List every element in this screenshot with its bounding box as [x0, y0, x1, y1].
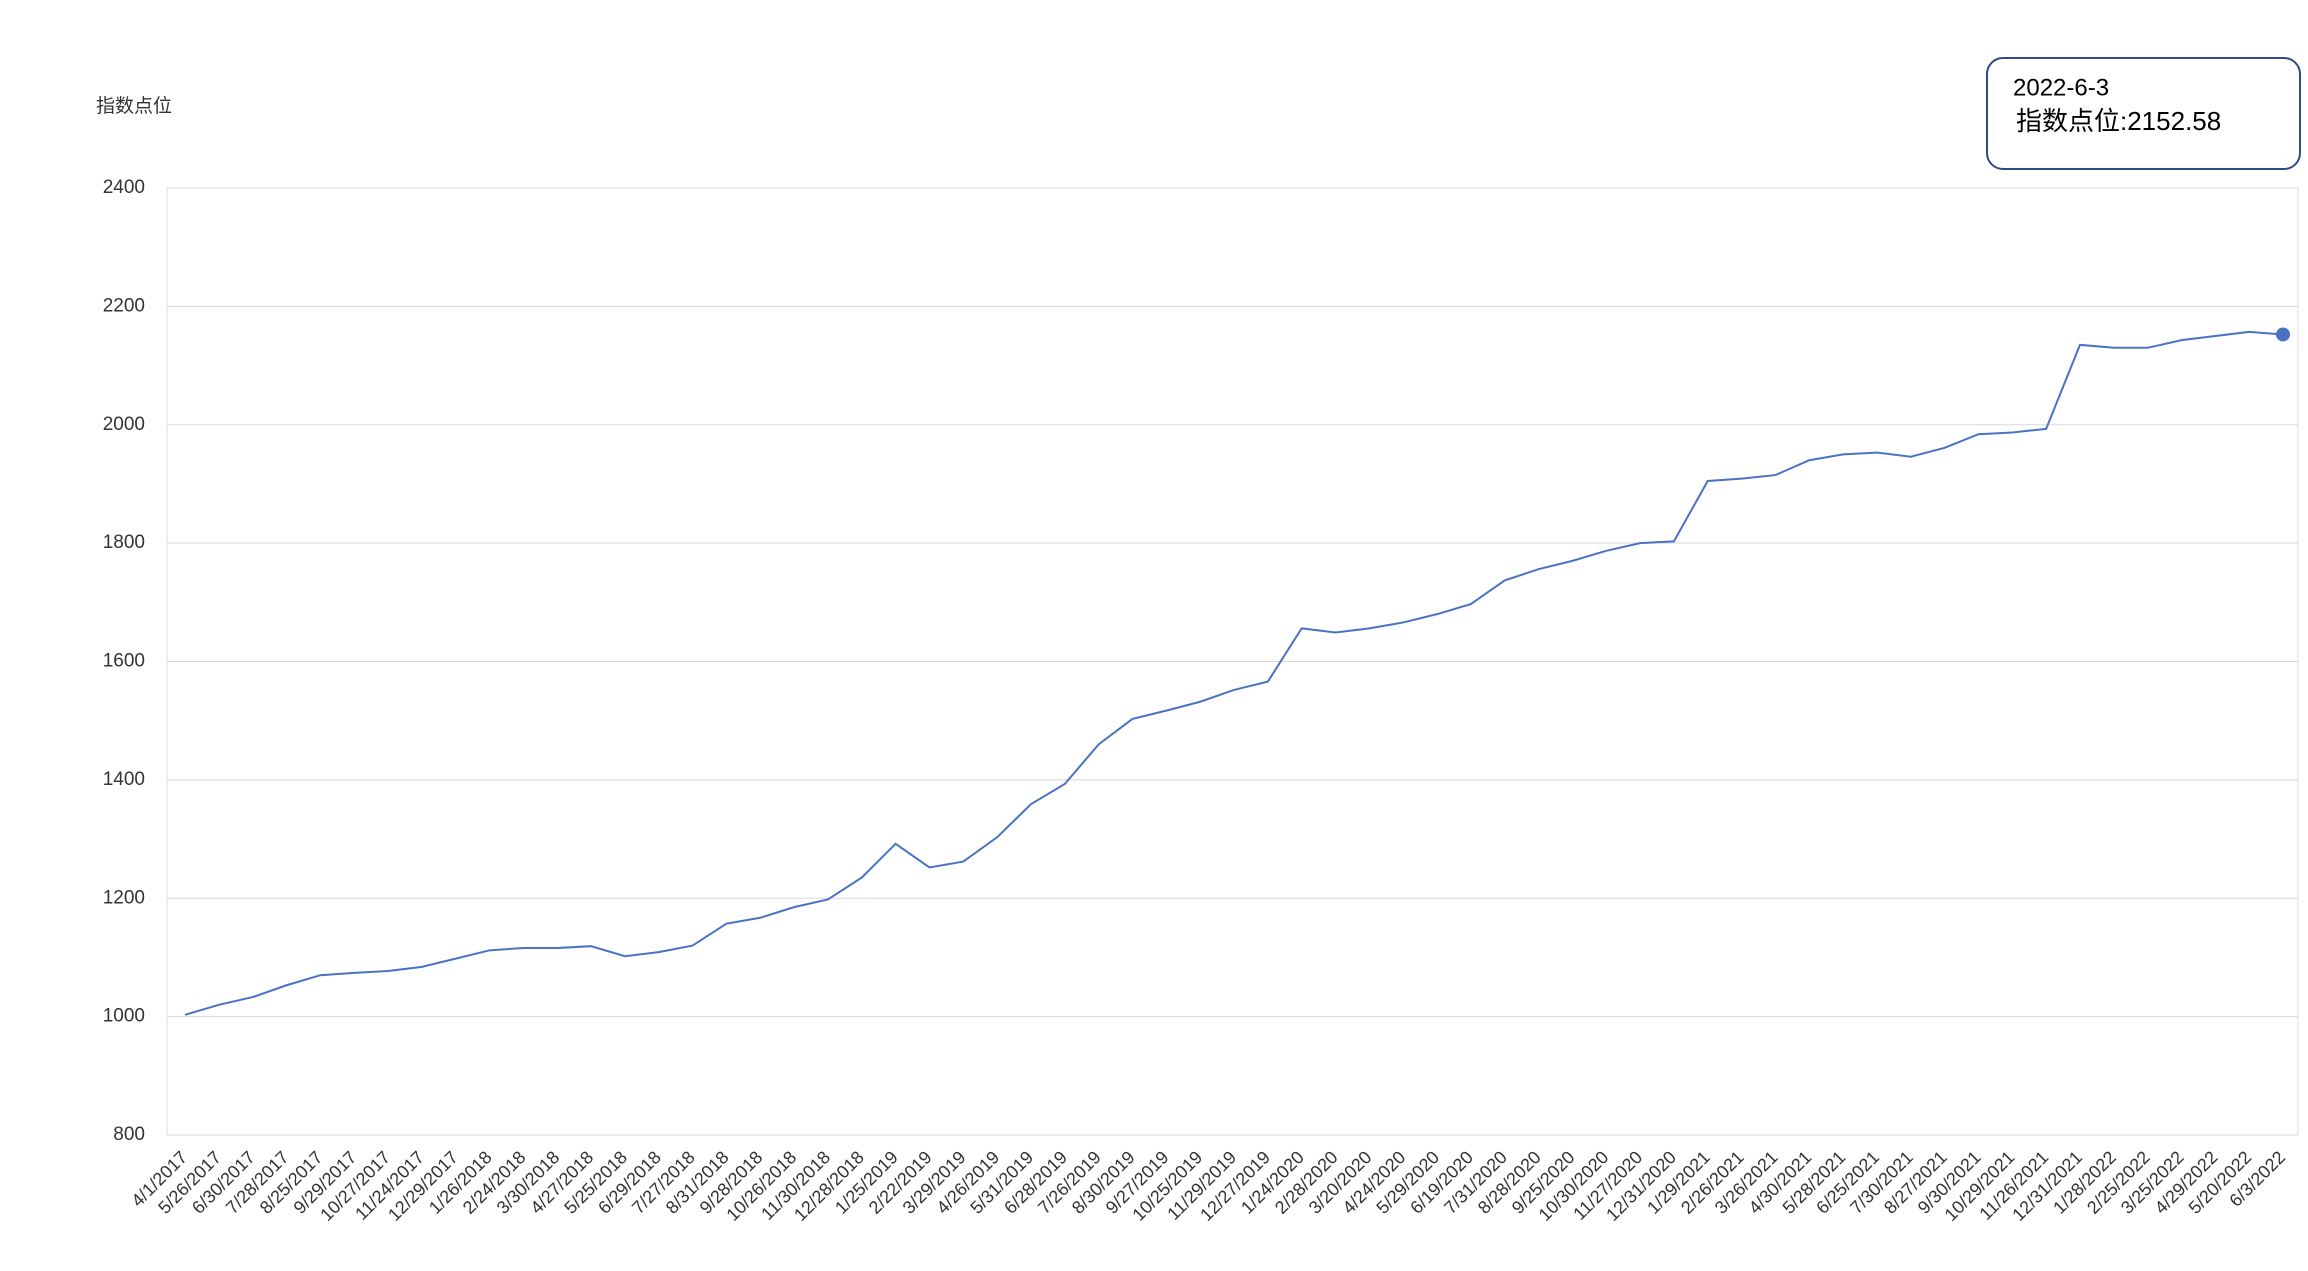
y-axis-label: 指数点位 [96, 95, 172, 117]
tooltip-text: 指数点位:2152.58 [2016, 106, 2221, 136]
y-tick-label: 2400 [103, 177, 145, 198]
y-tick-label: 1200 [103, 887, 145, 908]
tooltip: 2022-6-3 指数点位:2152.58 [1986, 57, 2301, 170]
y-tick-label: 2200 [103, 295, 145, 316]
y-tick-label: 1800 [103, 532, 145, 553]
y-tick-label: 2000 [103, 414, 145, 435]
highlight-point [2276, 327, 2290, 342]
y-tick-label: 1600 [103, 651, 145, 672]
line [184, 330, 2284, 1016]
tooltip-date: 2022-6-3 [2013, 74, 2109, 101]
y-tick-label: 1400 [103, 769, 145, 790]
y-tick-label: 800 [113, 1124, 145, 1145]
tooltip-box [1986, 57, 2301, 170]
y-tick-label: 1000 [103, 1006, 145, 1027]
